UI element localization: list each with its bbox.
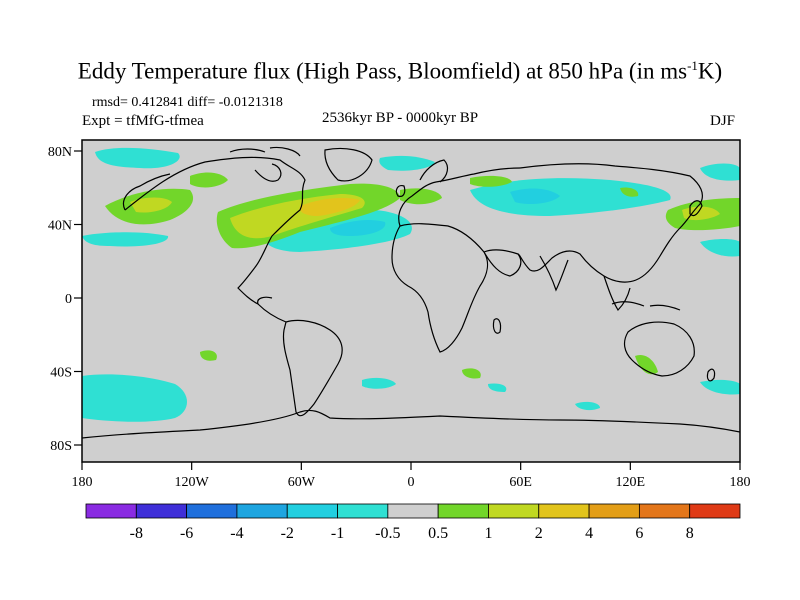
colorbar-label: -4 <box>230 525 243 542</box>
y-tick-label: 80N <box>48 145 72 160</box>
y-tick-label: 80S <box>50 439 72 454</box>
madagascar <box>492 318 502 334</box>
colorbar: -8 -6 -4 -2 -1 -0.5 0.5 1 2 4 6 8 <box>85 503 741 542</box>
antarctica-coast <box>82 409 740 439</box>
negative-anomaly-southern-ocean-east <box>700 379 740 395</box>
negative-anomaly-south-atlantic <box>362 377 396 389</box>
africa-coast <box>391 223 489 353</box>
hudson-bay <box>254 163 282 182</box>
scandinavia <box>419 159 449 183</box>
x-tick-label: 120E <box>616 475 646 490</box>
colorbar-swatch <box>186 503 238 519</box>
coastlines <box>82 146 740 439</box>
positive-anomaly-europe <box>400 188 442 205</box>
y-tick-label: 0 <box>65 292 72 307</box>
europe-coast <box>398 167 521 227</box>
y-tick-label: 40S <box>50 366 72 381</box>
period-label: 2536kyr BP - 0000kyr BP <box>321 110 479 126</box>
greenland-coast <box>324 147 373 182</box>
colorbar-swatch <box>286 503 338 519</box>
asia-coast <box>517 163 703 283</box>
alaska-coast <box>122 173 171 211</box>
colorbar-label: -1 <box>331 525 344 542</box>
x-tick-label: 180 <box>730 475 751 490</box>
colorbar-label: 6 <box>635 525 643 542</box>
experiment-label: Expt = tfMfG-tfmea <box>82 113 204 129</box>
x-tick-label: 120W <box>175 475 210 490</box>
positive-anomaly-atlantic-orange <box>299 198 360 216</box>
new-zealand <box>706 368 716 382</box>
colorbar-label: 2 <box>535 525 543 542</box>
x-tick-label: 60W <box>288 475 316 490</box>
negative-anomaly-north-pacific <box>82 232 169 247</box>
negative-anomaly-west-pacific <box>700 239 740 257</box>
colorbar-swatch <box>135 503 188 519</box>
colorbar-label: -8 <box>130 525 143 542</box>
north-america-coast <box>124 156 306 306</box>
colorbar-swatch <box>538 503 590 519</box>
positive-anomaly-north-pacific-core <box>130 197 172 213</box>
colorbar-label: 4 <box>585 525 593 542</box>
season-label: DJF <box>710 113 736 129</box>
negative-anomaly-south-pacific <box>82 374 188 422</box>
negative-anomaly-south-indian <box>488 383 507 392</box>
negative-anomaly-greenland <box>379 155 435 171</box>
positive-anomaly-australia <box>635 354 658 375</box>
colorbar-label: -2 <box>281 525 294 542</box>
negative-anomaly-eurasia <box>470 178 671 216</box>
colorbar-swatch <box>337 503 389 519</box>
x-axis-labels: 180 120W 60W 0 60E 120E 180 <box>72 475 751 490</box>
colorbar-swatch <box>689 503 741 519</box>
positive-anomaly-south-america <box>200 350 217 361</box>
rmsd-diff-stats: rmsd= 0.412841 diff= -0.0121318 <box>92 95 283 110</box>
indonesia <box>611 301 681 311</box>
positive-anomaly-japan-core <box>682 206 720 221</box>
south-america-coast <box>282 319 343 417</box>
central-america <box>257 303 287 323</box>
colorbar-label: 1 <box>484 525 492 542</box>
japan-coast <box>689 200 703 217</box>
colorbar-label: 0.5 <box>428 525 448 542</box>
map-title: Eddy Temperature flux (High Pass, Bloomf… <box>77 58 723 84</box>
colorbar-label: -6 <box>180 525 193 542</box>
colorbar-swatch <box>588 503 640 519</box>
arabia-coast <box>483 249 522 277</box>
anomaly-fields <box>82 147 740 422</box>
y-tick-label: 40N <box>48 219 72 234</box>
southeast-asia <box>603 275 631 311</box>
positive-anomaly-asia <box>470 175 512 187</box>
uk-islands <box>395 185 406 197</box>
negative-anomaly-tasman <box>575 401 600 411</box>
positive-anomaly-south-indian <box>462 368 481 379</box>
colorbar-swatch <box>85 503 137 519</box>
colorbar-swatch <box>488 503 540 519</box>
colorbar-swatch <box>387 503 439 519</box>
x-tick-label: 180 <box>72 475 93 490</box>
colorbar-swatch <box>638 503 691 519</box>
negative-anomaly-siberia <box>700 163 740 181</box>
negative-anomaly-atlantic-core <box>330 220 386 236</box>
positive-anomaly-canada <box>190 172 228 188</box>
x-tick-label: 60E <box>509 475 532 490</box>
axis-ticks <box>74 150 741 470</box>
colorbar-label: 8 <box>686 525 694 542</box>
colorbar-swatch <box>236 503 288 519</box>
y-axis-labels: 80N 40N 0 40S 80S <box>48 145 72 454</box>
colorbar-swatch <box>437 503 489 519</box>
australia-coast <box>623 321 695 377</box>
negative-anomaly-arctic-pacific <box>95 147 180 169</box>
india-coast <box>539 255 569 292</box>
colorbar-label: -0.5 <box>375 525 400 542</box>
x-tick-label: 0 <box>408 475 415 490</box>
canadian-archipelago <box>229 146 301 157</box>
negative-anomaly-eurasia-core <box>510 188 560 204</box>
positive-anomaly-central-asia <box>620 187 639 197</box>
